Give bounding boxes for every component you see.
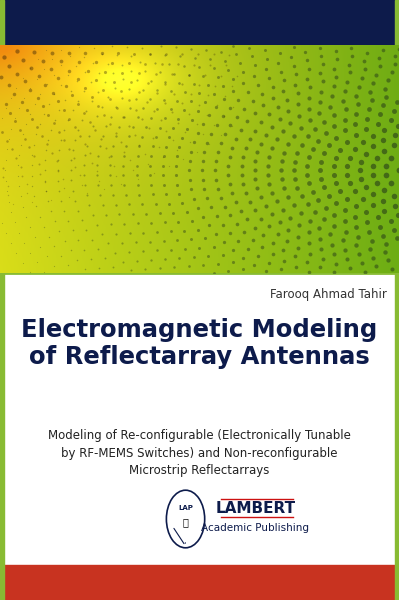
Text: Academic Publishing: Academic Publishing	[201, 523, 309, 533]
Bar	[395, 0, 399, 600]
Text: Farooq Ahmad Tahir: Farooq Ahmad Tahir	[270, 288, 387, 301]
Text: 📖: 📖	[183, 517, 188, 527]
Text: LAMBERT: LAMBERT	[215, 500, 295, 515]
Text: Electromagnetic Modeling
of Reflectarray Antennas: Electromagnetic Modeling of Reflectarray…	[22, 318, 377, 369]
Text: LAP: LAP	[178, 505, 193, 511]
Bar	[0, 0, 399, 45]
Bar	[0, 565, 399, 600]
Text: Modeling of Re-configurable (Electronically Tunable
by RF-MEMS Switches) and Non: Modeling of Re-configurable (Electronica…	[48, 429, 351, 477]
Bar	[0, 0, 4, 600]
Bar	[0, 273, 399, 565]
